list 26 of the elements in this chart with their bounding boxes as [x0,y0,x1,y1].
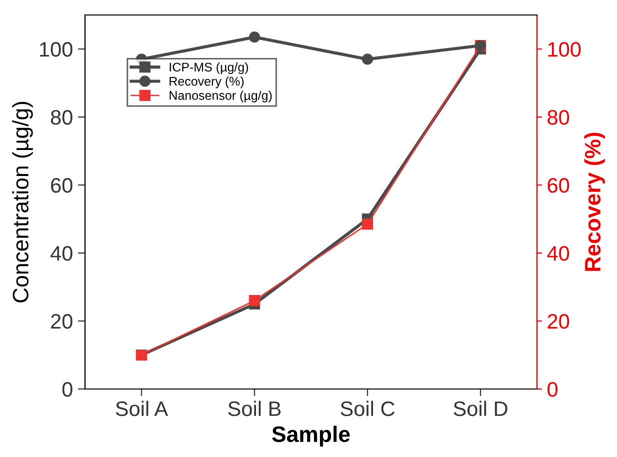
y-tick-label: 40 [50,246,72,261]
point [248,32,260,43]
legend-label: Recovery (%) [170,76,244,88]
x-tick-label: Soil C [340,400,394,416]
y2-tick-label: 0 [548,382,558,397]
y2-tick-label: 40 [547,246,570,261]
point [248,295,260,306]
legend-label: ICP-MS (µg/g) [170,62,248,74]
y-axis-title: Concentration (µg/g) [12,102,33,302]
y2-tick-label: 20 [548,314,570,329]
y-tick-label: 80 [50,110,72,125]
y2-tick-label: 100 [548,42,581,57]
legend-label: Nanosensor (µg/g) [170,90,272,102]
x-tick-label: Soil D [454,400,508,416]
y-tick-label: 60 [51,178,72,193]
x-tick-label: Soil A [116,400,168,416]
point [362,218,374,230]
y2-tick-label: 80 [548,110,570,125]
y-tick-label: 0 [62,382,72,397]
y2-axis-title: Recovery (%) [584,132,605,271]
point [362,54,374,65]
x-tick-label: Soil B [228,400,281,416]
y2-tick-label: 60 [548,178,570,193]
y-tick-label: 20 [51,314,72,329]
x-axis-title: Sample [272,426,350,446]
y-tick-label: 100 [40,42,72,57]
